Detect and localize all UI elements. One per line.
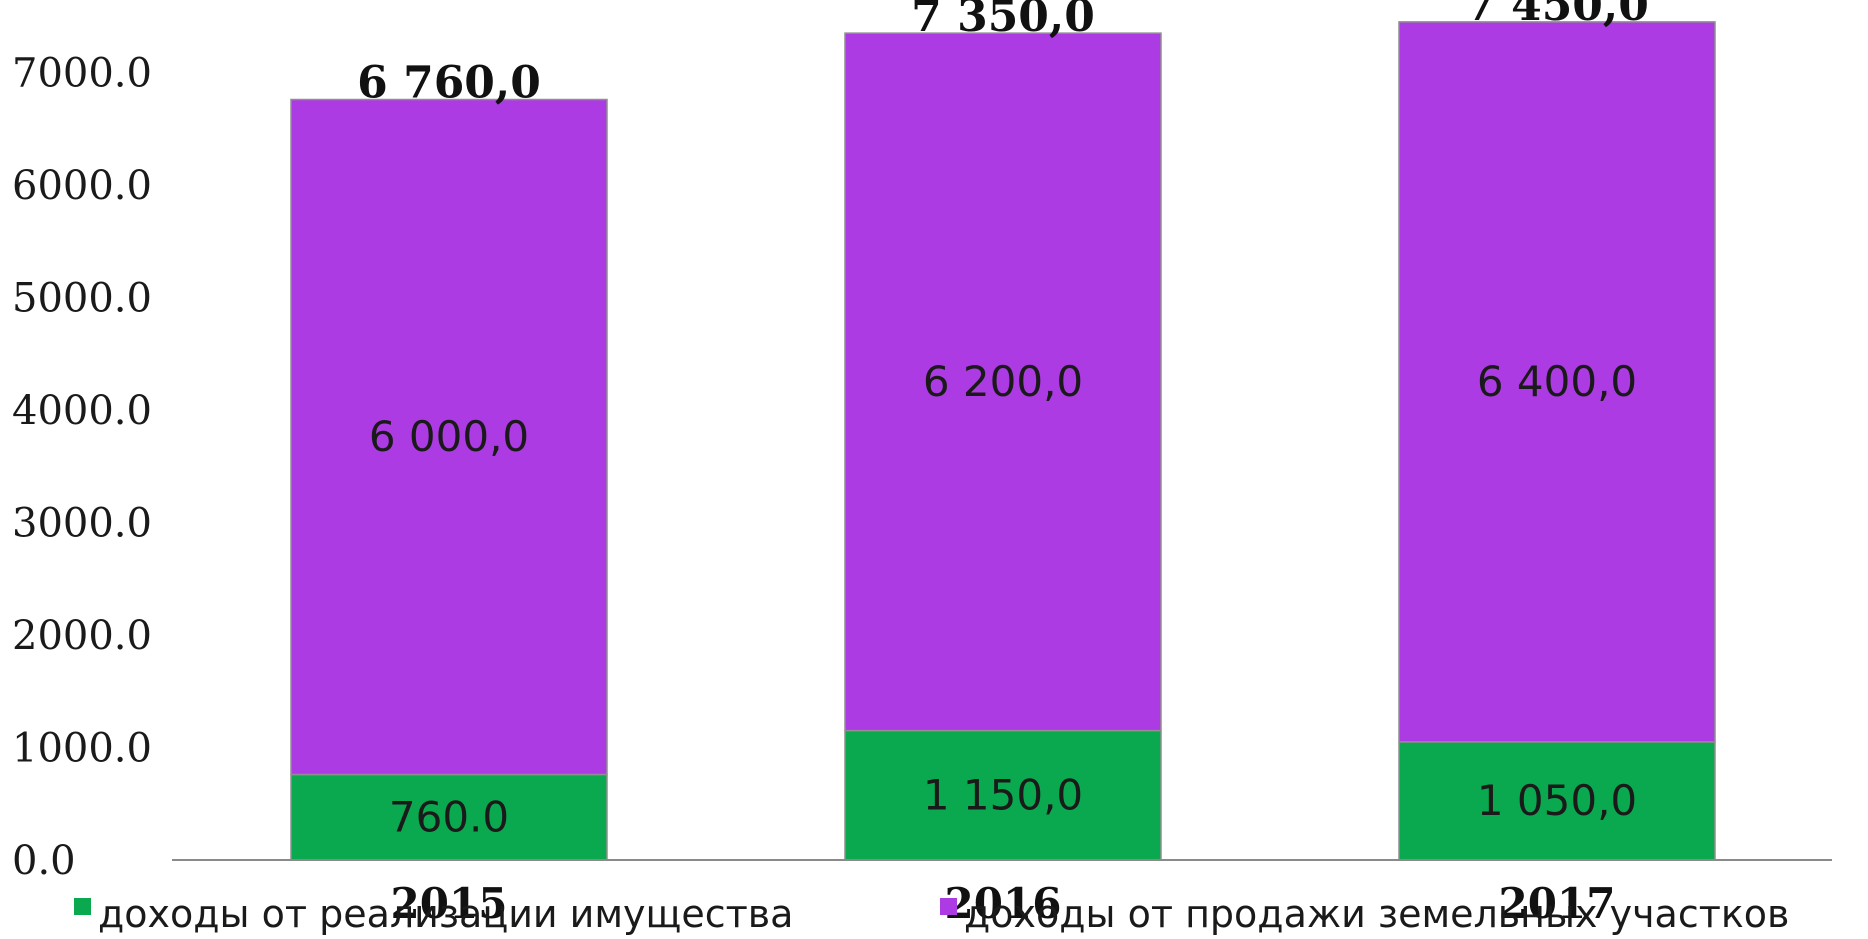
segment-value-label: 6 200,0 <box>923 357 1083 406</box>
legend-label: доходы от реализации имущества <box>98 892 793 936</box>
bar-segment <box>1398 21 1716 743</box>
bars <box>290 21 1716 861</box>
y-tick-label: 2000.0 <box>12 613 152 659</box>
y-tick-label: 4000.0 <box>12 388 152 434</box>
x-category-label: 2016 <box>945 879 1062 928</box>
data-labels: 760.0 6 000,0 6 760,0 1 150,0 6 200,0 7 350,0… <box>357 0 1649 841</box>
segment-value-label: 6 000,0 <box>369 412 529 461</box>
y-tick-label: 7000.0 <box>12 51 152 97</box>
y-tick-label: 6000.0 <box>12 163 152 209</box>
total-value-label: 6 760,0 <box>357 58 541 109</box>
total-value-label: 7 450,0 <box>1465 0 1649 31</box>
segment-value-label: 1 050,0 <box>1477 776 1637 825</box>
legend-label: доходы от продажи земельных участков <box>964 892 1789 936</box>
x-category-label: 2015 <box>391 879 508 928</box>
segment-value-label: 1 150,0 <box>923 770 1083 819</box>
bar-segment <box>844 32 1162 732</box>
legend-swatch <box>74 898 91 915</box>
x-axis-categories: 2015 2016 2017 <box>391 879 1616 928</box>
segment-value-label: 6 400,0 <box>1477 357 1637 406</box>
y-tick-label: 1000.0 <box>12 726 152 772</box>
bar-segment <box>1398 741 1716 861</box>
x-category-label: 2017 <box>1499 879 1616 928</box>
total-value-label: 7 350,0 <box>911 0 1095 42</box>
y-axis: 0.0 1000.0 2000.0 3000.0 4000.0 5000.0 6000.0 7… <box>12 51 152 885</box>
segment-value-label: 760.0 <box>389 792 509 841</box>
y-tick-label: 5000.0 <box>12 276 152 322</box>
bar-segment <box>290 773 608 861</box>
y-tick-label: 0.0 <box>12 838 76 884</box>
legend-swatch <box>940 898 957 915</box>
y-tick-label: 3000.0 <box>12 501 152 547</box>
bar-segment <box>290 98 608 776</box>
legend: доходы от реализации имущества доходы от … <box>74 892 1789 936</box>
